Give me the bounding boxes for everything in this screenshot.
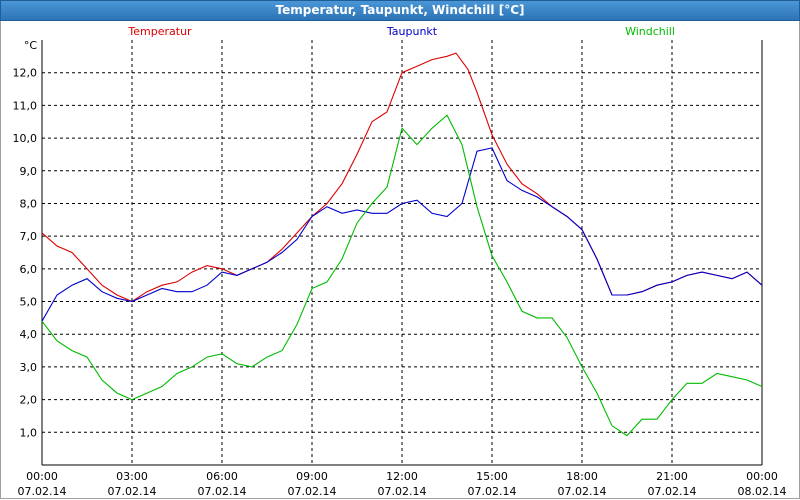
x-tick-time: 03:00 [116, 470, 148, 483]
window-title-bar: Temperatur, Taupunkt, Windchill [°C] [0, 0, 800, 21]
x-tick-date: 07.02.14 [468, 485, 517, 498]
x-tick-time: 00:00 [746, 470, 778, 483]
legend-item-taupunkt: Taupunkt [386, 25, 438, 38]
y-tick-label: 12,0 [13, 67, 38, 80]
x-tick-time: 06:00 [206, 470, 238, 483]
y-tick-label: 10,0 [13, 132, 38, 145]
y-tick-label: 6,0 [20, 263, 38, 276]
x-tick-date: 07.02.14 [288, 485, 337, 498]
x-tick-date: 07.02.14 [378, 485, 427, 498]
series-line-windchill [41, 114, 763, 437]
x-tick-time: 09:00 [296, 470, 328, 483]
x-tick-date: 08.02.14 [738, 485, 787, 498]
y-tick-label: 3,0 [20, 361, 38, 374]
x-tick-time: 15:00 [476, 470, 508, 483]
x-tick-date: 07.02.14 [108, 485, 157, 498]
legend-item-windchill: Windchill [625, 25, 675, 38]
legend-item-temperatur: Temperatur [127, 25, 192, 38]
x-tick-time: 12:00 [386, 470, 418, 483]
x-tick-time: 21:00 [656, 470, 688, 483]
series-line-taupunkt [41, 147, 763, 322]
y-tick-label: 2,0 [20, 394, 38, 407]
y-tick-label: 11,0 [13, 99, 38, 112]
window-title: Temperatur, Taupunkt, Windchill [°C] [275, 3, 525, 17]
x-tick-date: 07.02.14 [198, 485, 247, 498]
y-tick-label: 4,0 [20, 328, 38, 341]
y-tick-label: 7,0 [20, 230, 38, 243]
x-tick-date: 07.02.14 [558, 485, 607, 498]
y-tick-label: 5,0 [20, 296, 38, 309]
y-unit-label: °C [24, 39, 38, 52]
x-tick-date: 07.02.14 [18, 485, 67, 498]
x-tick-time: 00:00 [26, 470, 58, 483]
x-tick-time: 18:00 [566, 470, 598, 483]
y-tick-label: 8,0 [20, 197, 38, 210]
x-tick-date: 07.02.14 [648, 485, 697, 498]
y-tick-label: 9,0 [20, 165, 38, 178]
y-tick-label: 1,0 [20, 426, 38, 439]
